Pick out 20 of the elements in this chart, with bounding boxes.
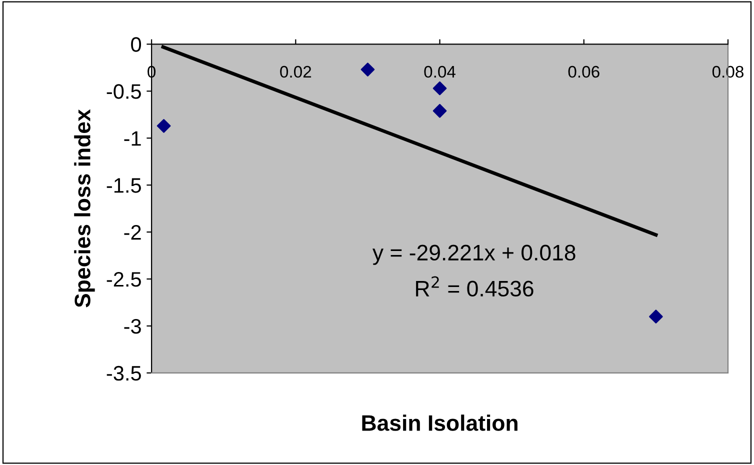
- x-axis-title: Basin Isolation: [362, 414, 518, 431]
- x-tick-label: 0.06: [568, 66, 600, 78]
- x-tick-label: 0.04: [424, 66, 456, 78]
- point: [360, 62, 375, 76]
- y-tick-label: -3: [124, 318, 141, 334]
- point: [432, 81, 447, 96]
- y-axis-title: Species loss index: [74, 109, 95, 308]
- y-tick-label: -1.5: [106, 178, 141, 193]
- y-tick-label: -1: [124, 131, 141, 146]
- annotation: y = -29.221x + 0.018: [372, 244, 576, 265]
- point: [649, 310, 663, 324]
- y-tick-label: -2.5: [106, 272, 141, 287]
- y-tick-label: -0.5: [106, 84, 141, 99]
- point: [432, 104, 447, 118]
- y-tick-label: -3.5: [106, 366, 141, 381]
- y-tick-label: 0: [131, 37, 142, 52]
- annotation: R$^{2}$ = 0.4536: [416, 276, 534, 297]
- y-tick-label: -2: [124, 225, 141, 240]
- x-tick-label: 0.02: [280, 66, 312, 78]
- point: [156, 118, 171, 133]
